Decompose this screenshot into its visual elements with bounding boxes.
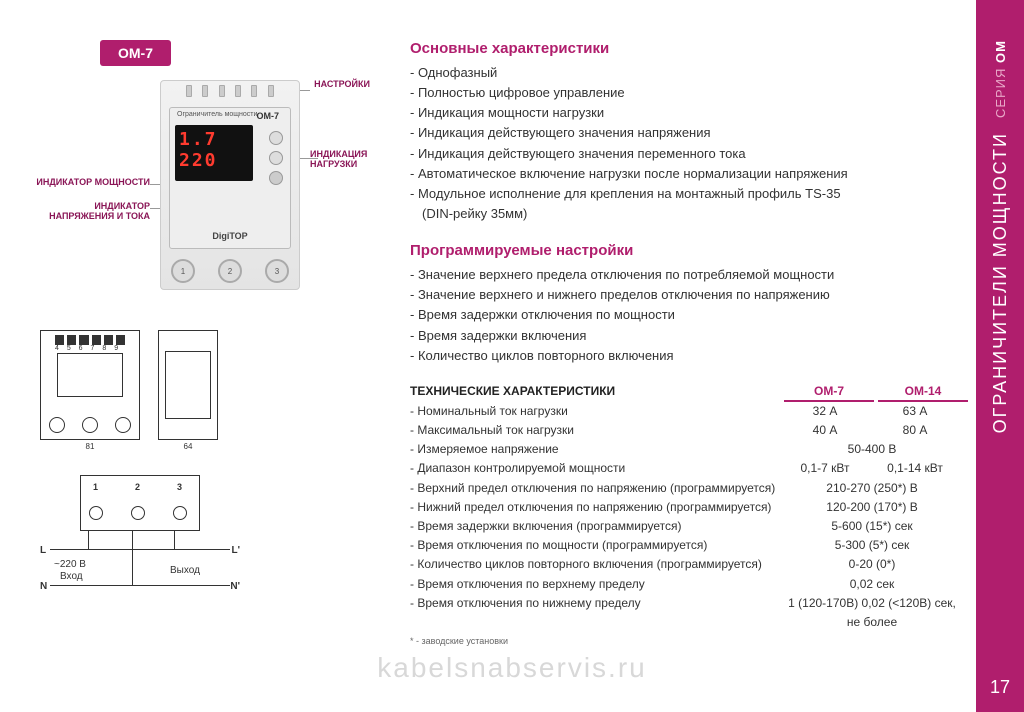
down-button-icon <box>269 151 283 165</box>
spec-row-value: 120-200 (170*) В <box>780 498 964 517</box>
spec-row-label: Количество циклов повторного включения (… <box>410 555 780 574</box>
wiring-N: N <box>40 581 47 592</box>
spec-row-value-a: 0,1-7 кВт <box>780 459 870 478</box>
wiring-t2: 2 <box>135 482 140 492</box>
list-item: Индикация мощности нагрузки <box>410 103 1004 123</box>
device-illustration: НАСТРОЙКИ ИНДИКАЦИЯ НАГРУЗКИ ИНДИКАТОР М… <box>40 80 380 310</box>
spec-row-label: Верхний предел отключения по напряжению … <box>410 479 780 498</box>
list-item: Значение верхнего и нижнего пределов отк… <box>410 285 1004 305</box>
spec-col-a: OM-7 <box>784 384 874 402</box>
up-button-icon <box>269 131 283 145</box>
spec-row: Диапазон контролируемой мощности0,1-7 кВ… <box>410 459 1004 478</box>
set-button-icon <box>269 171 283 185</box>
spec-row: Номинальный ток нагрузки32 А63 А <box>410 402 1004 421</box>
page-number: 17 <box>990 677 1010 698</box>
spec-row-value-b: 80 А <box>870 421 960 440</box>
spec-title: ТЕХНИЧЕСКИЕ ХАРАКТЕРИСТИКИ <box>410 384 780 402</box>
wiring-t3: 3 <box>177 482 182 492</box>
wiring-in: Вход <box>60 571 83 582</box>
list-item: Полностью цифровое управление <box>410 83 1004 103</box>
spec-row-label: Нижний предел отключения по напряжению (… <box>410 498 780 517</box>
display-voltage: 220 <box>179 150 249 171</box>
spec-row-label: Максимальный ток нагрузки <box>410 421 780 440</box>
spec-row-label: Время отключения по мощности (программир… <box>410 536 780 555</box>
spec-row: Время отключения по мощности (программир… <box>410 536 1004 555</box>
list-item: Время задержки включения <box>410 326 1004 346</box>
dim-front-width: 81 <box>40 442 140 451</box>
terminal: 2 <box>218 259 242 283</box>
spec-row-value-b: 0,1-14 кВт <box>870 459 960 478</box>
series-prefix: СЕРИЯ <box>993 68 1008 118</box>
section-prog-title: Программируемые настройки <box>410 242 1004 259</box>
spec-row-value: 5-300 (5*) сек <box>780 536 964 555</box>
side-tab: СЕРИЯ OM ОГРАНИЧИТЕЛИ МОЩНОСТИ <box>976 0 1024 712</box>
wiring-diagram: 1 2 3 L L' N N' ~220 В Вход Выход <box>40 475 240 595</box>
wiring-Np: N' <box>230 581 240 592</box>
spec-row-label: Время задержки включения (программируетс… <box>410 517 780 536</box>
terminal: 3 <box>265 259 289 283</box>
spec-row: Максимальный ток нагрузки40 А80 А <box>410 421 1004 440</box>
spec-row-value: 5-600 (15*) сек <box>780 517 964 536</box>
main-characteristics-list: Однофазный Полностью цифровое управление… <box>410 63 1004 224</box>
wiring-out: Выход <box>170 565 200 576</box>
spec-row-value-a: 40 А <box>780 421 870 440</box>
list-item: Модульное исполнение для крепления на мо… <box>410 184 1004 204</box>
spec-col-b: OM-14 <box>878 384 968 402</box>
wiring-Lp: L' <box>232 545 241 556</box>
spec-row-value: 50-400 В <box>780 440 964 459</box>
callout-volt: ИНДИКАТОР НАПРЯЖЕНИЯ И ТОКА <box>30 202 150 222</box>
device-model: OM-7 <box>257 111 280 121</box>
list-item: Однофазный <box>410 63 1004 83</box>
spec-row-label: Время отключения по нижнему пределу <box>410 594 780 632</box>
spec-row: Время отключения по верхнему пределу0,02… <box>410 575 1004 594</box>
spec-row-value: 0-20 (0*) <box>780 555 964 574</box>
wiring-vin: ~220 В <box>54 559 86 570</box>
spec-row: Количество циклов повторного включения (… <box>410 555 1004 574</box>
device-label: Ограничитель мощности <box>177 111 257 118</box>
spec-table: ТЕХНИЧЕСКИЕ ХАРАКТЕРИСТИКИ OM-7 OM-14 Но… <box>410 384 1004 646</box>
spec-row-value: 210-270 (250*) В <box>780 479 964 498</box>
spec-row-value: 0,02 сек <box>780 575 964 594</box>
list-item: Индикация действующего значения напряжен… <box>410 123 1004 143</box>
list-item: Количество циклов повторного включения <box>410 346 1004 366</box>
spec-row: Измеряемое напряжение50-400 В <box>410 440 1004 459</box>
diagram-top-nums: 4 5 6 7 8 9 <box>55 345 121 352</box>
list-item: Индикация действующего значения переменн… <box>410 144 1004 164</box>
dimension-diagrams: 4 5 6 7 8 9 81 64 <box>40 330 390 451</box>
product-badge: OM-7 <box>100 40 171 66</box>
spec-row-label: Измеряемое напряжение <box>410 440 780 459</box>
spec-row-value: 1 (120-170В) 0,02 (<120В) сек, не более <box>780 594 964 632</box>
prog-settings-list: Значение верхнего предела отключения по … <box>410 265 1004 366</box>
callout-power: ИНДИКАТОР МОЩНОСТИ <box>30 178 150 188</box>
wiring-L: L <box>40 545 46 556</box>
callout-load: ИНДИКАЦИЯ НАГРУЗКИ <box>310 150 380 170</box>
spec-row-label: Время отключения по верхнему пределу <box>410 575 780 594</box>
device-brand: DigiTOP <box>161 231 299 241</box>
spec-row-label: Номинальный ток нагрузки <box>410 402 780 421</box>
spec-row: Верхний предел отключения по напряжению … <box>410 479 1004 498</box>
list-item: Автоматическое включение нагрузки после … <box>410 164 1004 184</box>
terminal: 1 <box>171 259 195 283</box>
dim-side-width: 64 <box>158 442 218 451</box>
spec-row: Время отключения по нижнему пределу1 (12… <box>410 594 1004 632</box>
spec-row-value-b: 63 А <box>870 402 960 421</box>
display-power: 1.7 <box>179 129 249 150</box>
spec-row: Нижний предел отключения по напряжению (… <box>410 498 1004 517</box>
list-item: Значение верхнего предела отключения по … <box>410 265 1004 285</box>
series-name: OM <box>993 40 1008 63</box>
side-category: ОГРАНИЧИТЕЛИ МОЩНОСТИ <box>990 132 1011 433</box>
wiring-t1: 1 <box>93 482 98 492</box>
list-item-indent: (DIN-рейку 35мм) <box>410 204 1004 224</box>
callout-settings: НАСТРОЙКИ <box>314 80 370 90</box>
section-main-title: Основные характеристики <box>410 40 1004 57</box>
spec-row-label: Диапазон контролируемой мощности <box>410 459 780 478</box>
spec-footnote: * - заводские установки <box>410 636 1004 646</box>
list-item: Время задержки отключения по мощности <box>410 305 1004 325</box>
spec-row: Время задержки включения (программируетс… <box>410 517 1004 536</box>
spec-row-value-a: 32 А <box>780 402 870 421</box>
